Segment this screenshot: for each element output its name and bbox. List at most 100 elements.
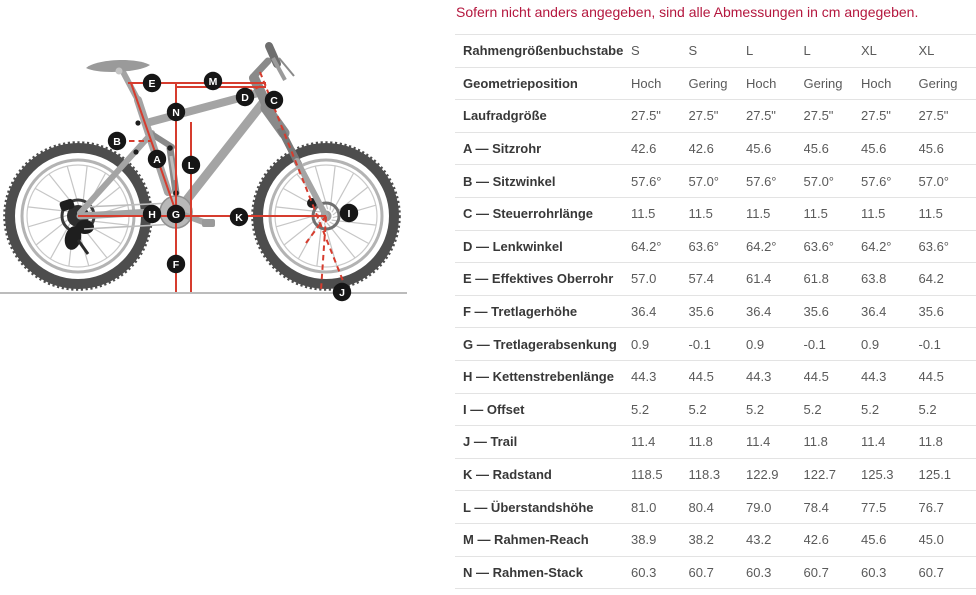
diagram-label-M: M: [203, 71, 223, 91]
value-cell: 27.5": [746, 99, 804, 133]
value-cell: 5.2: [688, 393, 746, 427]
row-label: M — Rahmen-Reach: [455, 523, 631, 557]
value-cell: 27.5": [861, 99, 919, 133]
value-cell: 81.0: [631, 490, 689, 524]
diagram-label-F: F: [166, 254, 186, 274]
value-cell: Gering: [918, 67, 976, 101]
diagram-label-letter: K: [235, 212, 243, 224]
table-row: I — Offset 5.2 5.2 5.2 5.2 5.2 5.2: [455, 393, 976, 427]
row-label: Laufradgröße: [455, 99, 631, 133]
value-cell: 44.5: [688, 360, 746, 394]
diagram-label-letter: A: [153, 154, 161, 166]
value-cell: 11.8: [688, 425, 746, 459]
value-cell: 11.5: [803, 197, 861, 231]
row-label: Rahmengrößenbuchstabe: [455, 34, 631, 68]
table-row: C — Steuerrohrlänge 11.5 11.5 11.5 11.5 11.5 1…: [455, 197, 976, 231]
value-cell: Hoch: [746, 67, 804, 101]
value-cell: 36.4: [861, 295, 919, 329]
pedal-icon: [202, 219, 215, 227]
value-cell: 45.6: [803, 132, 861, 166]
value-cell: 42.6: [631, 132, 689, 166]
value-cell: 5.2: [918, 393, 976, 427]
value-cell: 38.2: [688, 523, 746, 557]
value-cell: 57.0: [631, 262, 689, 296]
value-cell: 44.3: [861, 360, 919, 394]
value-cell: 11.8: [803, 425, 861, 459]
value-cell: 43.2: [746, 523, 804, 557]
table-row: A — Sitzrohr 42.6 42.6 45.6 45.6 45.6 45.6: [455, 132, 976, 166]
value-cell: 11.5: [631, 197, 689, 231]
value-cell: 76.7: [918, 490, 976, 524]
value-cell: 11.4: [746, 425, 804, 459]
diagram-label-N: N: [166, 102, 186, 122]
value-cell: 78.4: [803, 490, 861, 524]
diagram-label-A: A: [147, 149, 167, 169]
value-cell: 45.6: [861, 523, 919, 557]
diagram-label-D: D: [235, 87, 255, 107]
value-cell: Hoch: [631, 67, 689, 101]
row-label: N — Rahmen-Stack: [455, 556, 631, 590]
diagram-label-C: C: [264, 90, 284, 110]
table-row: G — Tretlagerabsenkung 0.9 -0.1 0.9 -0.1 0.9-…: [455, 327, 976, 361]
diagram-label-E: E: [142, 73, 162, 93]
value-cell: 42.6: [688, 132, 746, 166]
row-label: E — Effektives Oberrohr: [455, 262, 631, 296]
value-cell: 45.0: [918, 523, 976, 557]
value-cell: 61.4: [746, 262, 804, 296]
value-cell: 60.3: [631, 556, 689, 590]
diagram-label-L: L: [181, 155, 201, 175]
value-cell: 44.5: [803, 360, 861, 394]
diagram-label-letter: N: [172, 107, 180, 119]
value-cell: 35.6: [688, 295, 746, 329]
table-row: B — Sitzwinkel 57.6° 57.0° 57.6° 57.0° 57.6° 5…: [455, 164, 976, 198]
table-row: D — Lenkwinkel 64.2° 63.6° 64.2° 63.6° 64.2° 6…: [455, 230, 976, 264]
value-cell: 36.4: [746, 295, 804, 329]
diagram-label-K: K: [229, 207, 249, 227]
value-cell: 63.6°: [918, 230, 976, 264]
value-cell: 11.5: [746, 197, 804, 231]
value-cell: 45.6: [918, 132, 976, 166]
diagram-label-letter: H: [148, 209, 156, 221]
row-label: Geometrieposition: [455, 67, 631, 101]
row-label: I — Offset: [455, 393, 631, 427]
value-cell: 45.6: [746, 132, 804, 166]
value-cell: 35.6: [918, 295, 976, 329]
rear-drivetrain-icon: [59, 198, 177, 255]
row-label: J — Trail: [455, 425, 631, 459]
value-cell: Gering: [688, 67, 746, 101]
value-cell: L: [803, 34, 861, 68]
value-cell: S: [688, 34, 746, 68]
bike-geometry-diagram: A B C D E F G H I J K L M N: [0, 42, 407, 302]
value-cell: 57.6°: [631, 164, 689, 198]
value-cell: 77.5: [861, 490, 919, 524]
geometry-table: Rahmengrößenbuchstabe S S L L XL XL Geometriepo…: [455, 34, 976, 590]
value-cell: 64.2°: [861, 230, 919, 264]
value-cell: XL: [918, 34, 976, 68]
value-cell: -0.1: [803, 327, 861, 361]
value-cell: 5.2: [631, 393, 689, 427]
diagram-label-B: B: [107, 131, 127, 151]
value-cell: 125.3: [861, 458, 919, 492]
value-cell: 44.3: [631, 360, 689, 394]
value-cell: 36.4: [631, 295, 689, 329]
value-cell: 61.8: [803, 262, 861, 296]
diagram-label-letter: M: [209, 76, 218, 88]
value-cell: 11.4: [861, 425, 919, 459]
value-cell: 57.0°: [803, 164, 861, 198]
value-cell: 60.7: [688, 556, 746, 590]
value-cell: 57.0°: [918, 164, 976, 198]
saddle-icon: [86, 59, 150, 72]
value-cell: 5.2: [861, 393, 919, 427]
value-cell: 42.6: [803, 523, 861, 557]
diagram-label-G: G: [166, 204, 186, 224]
value-cell: 64.2: [918, 262, 976, 296]
value-cell: 38.9: [631, 523, 689, 557]
value-cell: 57.6°: [861, 164, 919, 198]
row-label: A — Sitzrohr: [455, 132, 631, 166]
value-cell: 118.5: [631, 458, 689, 492]
table-row: L — Überstandshöhe 81.0 80.4 79.0 78.4 77.5 76…: [455, 490, 976, 524]
row-label: F — Tretlagerhöhe: [455, 295, 631, 329]
value-cell: 44.3: [746, 360, 804, 394]
value-cell: 11.5: [918, 197, 976, 231]
